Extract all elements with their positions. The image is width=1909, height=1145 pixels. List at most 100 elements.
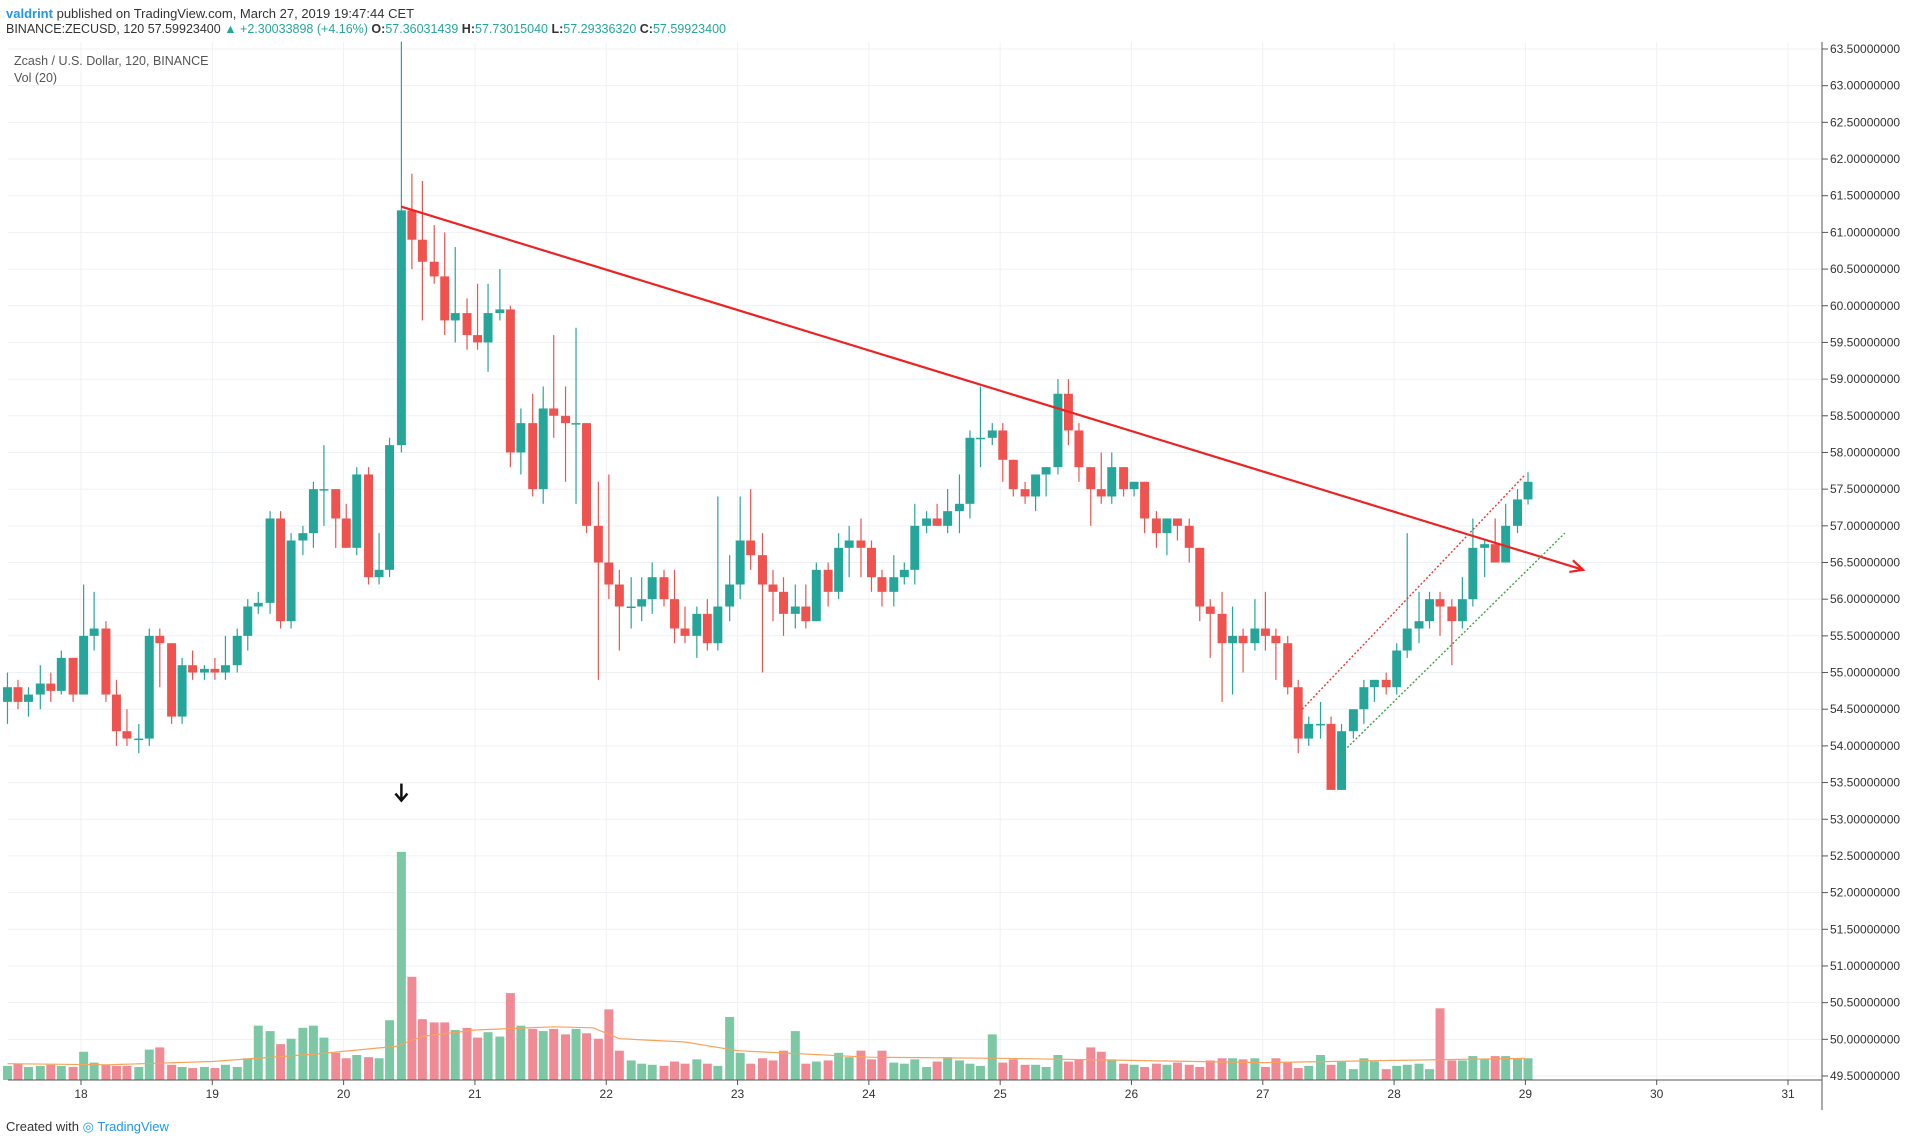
volume-bar [319, 1037, 329, 1080]
volume-bar [13, 1063, 23, 1080]
candle-body [23, 694, 33, 702]
volume-bar [899, 1063, 909, 1080]
candle-body [571, 423, 581, 425]
volume-bar [1392, 1065, 1402, 1080]
candle-body [155, 635, 165, 644]
volume-bar [341, 1058, 351, 1080]
candle-body [943, 511, 953, 526]
candle-body [1086, 467, 1096, 490]
author-link[interactable]: valdrint [6, 6, 53, 21]
volume-bar [1119, 1063, 1129, 1080]
candle-body [1020, 489, 1030, 497]
volume-bar [1369, 1061, 1379, 1080]
volume-bar [856, 1050, 866, 1080]
candle-body [134, 738, 144, 741]
candle-body [746, 540, 756, 556]
candle-body [1074, 430, 1084, 468]
candle-body [910, 525, 920, 570]
candle-body [1107, 467, 1117, 497]
volume-bar [561, 1034, 571, 1080]
volume-bar [1074, 1059, 1084, 1080]
volume-bars [2, 851, 1533, 1080]
volume-bar [1304, 1065, 1314, 1080]
candle-body [68, 657, 78, 695]
x-tick-label: 19 [206, 1087, 220, 1101]
volume-bar [834, 1052, 844, 1080]
grid-lines [8, 42, 1822, 1080]
volume-bar [790, 1031, 800, 1080]
candle-body [823, 569, 833, 592]
candle-body [352, 474, 362, 548]
footer: Created with ◎ TradingView [6, 1119, 169, 1135]
y-tick-label: 57.00000000 [1830, 519, 1900, 533]
y-tick-label: 58.50000000 [1830, 409, 1900, 423]
volume-bar [167, 1064, 177, 1080]
volume-bar [1414, 1063, 1424, 1080]
candle-body [549, 408, 559, 416]
candle-body [1359, 687, 1369, 710]
volume-bar [407, 976, 417, 1080]
candle-body [319, 489, 329, 491]
candle-body [680, 628, 690, 636]
y-tick-label: 51.00000000 [1830, 959, 1900, 973]
volume-bar [68, 1066, 78, 1080]
volume-bar [680, 1063, 690, 1080]
volume-bar [811, 1061, 821, 1080]
volume-bar [975, 1065, 985, 1080]
candle-body [144, 635, 154, 739]
y-tick-label: 63.00000000 [1830, 79, 1900, 93]
candle-body [811, 569, 821, 622]
volume-bar [56, 1065, 66, 1080]
volume-bar [1151, 1063, 1161, 1080]
volume-bar [702, 1063, 712, 1080]
volume-bar [801, 1063, 811, 1080]
volume-bar [1490, 1056, 1500, 1080]
y-tick-label: 51.50000000 [1830, 922, 1900, 936]
volume-bar [1228, 1058, 1238, 1080]
candle-body [998, 430, 1008, 460]
volume-bar [232, 1066, 242, 1080]
created-with: Created with [6, 1119, 79, 1134]
candle-body [1041, 467, 1051, 475]
candle-body [582, 423, 592, 526]
candle-body [1468, 547, 1478, 600]
volume-bar [1283, 1062, 1293, 1080]
y-tick-label: 59.50000000 [1830, 335, 1900, 349]
candle-body [1369, 679, 1379, 688]
y-tick-label: 54.00000000 [1830, 739, 1900, 753]
candle-body [1337, 731, 1347, 790]
open-value: 57.36031439 [385, 22, 459, 36]
candle-body [626, 606, 636, 609]
volume-bar [1086, 1047, 1096, 1080]
volume-bar [1447, 1060, 1457, 1080]
volume-bar [758, 1058, 767, 1080]
candle-body [965, 437, 975, 504]
candle-body [604, 562, 614, 585]
y-tick-label: 60.00000000 [1830, 299, 1900, 313]
volume-bar [1271, 1058, 1281, 1080]
volume-bar [725, 1016, 735, 1080]
candle-body [1119, 467, 1129, 490]
candle-body [1053, 393, 1063, 468]
volume-bar [352, 1055, 362, 1080]
volume-bar [1140, 1066, 1150, 1080]
y-tick-label: 52.50000000 [1830, 849, 1900, 863]
x-tick-label: 23 [731, 1087, 745, 1101]
volume-bar [528, 1028, 538, 1080]
x-tick-label: 31 [1781, 1087, 1795, 1101]
x-tick-label: 21 [468, 1087, 482, 1101]
volume-bar [779, 1050, 788, 1080]
volume-bar [1250, 1058, 1260, 1080]
candle-body [987, 430, 997, 438]
y-tick-label: 61.50000000 [1830, 189, 1900, 203]
tradingview-link[interactable]: TradingView [97, 1119, 169, 1134]
candle-body [1523, 481, 1533, 500]
candle-body [692, 613, 702, 636]
y-tick-label: 56.00000000 [1830, 592, 1900, 606]
volume-bar [331, 1052, 341, 1080]
candle-body [89, 628, 99, 636]
y-tick-label: 52.00000000 [1830, 886, 1900, 900]
y-tick-label: 55.00000000 [1830, 666, 1900, 680]
volume-bar [1316, 1055, 1326, 1080]
